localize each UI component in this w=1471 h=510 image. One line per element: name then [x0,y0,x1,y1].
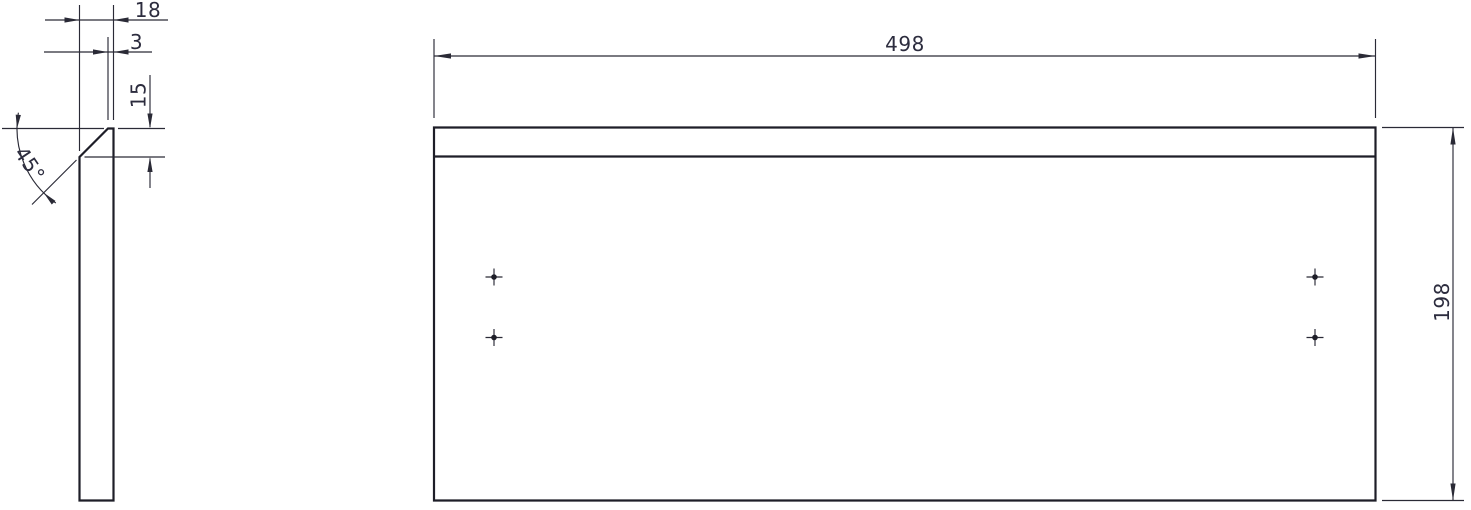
dim-arrow-top [1450,127,1456,145]
panel-height-dim-label: 198 [1430,282,1454,322]
dim-arrow-bottom [147,157,153,172]
hole-point [1312,274,1318,280]
dim-arrow-bottom [1450,483,1456,501]
board-thickness-dim-label: 18 [135,0,161,22]
hole-center-mark [485,268,503,286]
hole-point [491,334,497,341]
dim-arrow-right [113,49,129,55]
angle-arrow-bottom [43,192,56,205]
dim-arrow-right [1358,53,1376,59]
dim-chamfer-height: 15 [84,75,165,188]
dim-arrow-left [64,17,80,23]
chamfer-angle-dim-label: 45° [10,142,51,186]
dim-top-flat: 3 [44,30,152,120]
dim-arrow-top [147,113,153,129]
chamfer-height-dim-label: 15 [127,82,151,108]
hole-center-mark [485,329,503,346]
hole-center-mark [1306,329,1324,346]
dim-panel-height-lines [1382,126,1464,502]
dim-board-thickness: 18 [45,0,168,151]
dim-panel-width-lines [433,39,1377,118]
top-flat-dim-label: 3 [130,30,143,54]
dim-arrow-right [113,17,129,23]
angle-arrow-top [15,114,21,129]
hole-point [1312,334,1318,341]
dim-arrow-left [434,53,451,59]
panel-width-dim-label: 498 [885,32,925,56]
front-view-panel-outline [432,126,1377,502]
hole-point [491,274,497,280]
hole-center-mark [1306,268,1324,286]
dim-chamfer-height-lines [84,75,165,188]
dim-arrow-left [93,49,108,55]
side-view-part-outline [78,127,115,502]
dim-panel-width: 498 [433,32,1377,118]
dim-chamfer-angle: 45° [2,112,104,205]
dim-panel-height: 198 [1382,126,1464,502]
angle-reference-rays [2,127,104,205]
side-profile-view: 18 3 15 45° [2,0,168,502]
front-view: 498 198 [432,32,1464,502]
